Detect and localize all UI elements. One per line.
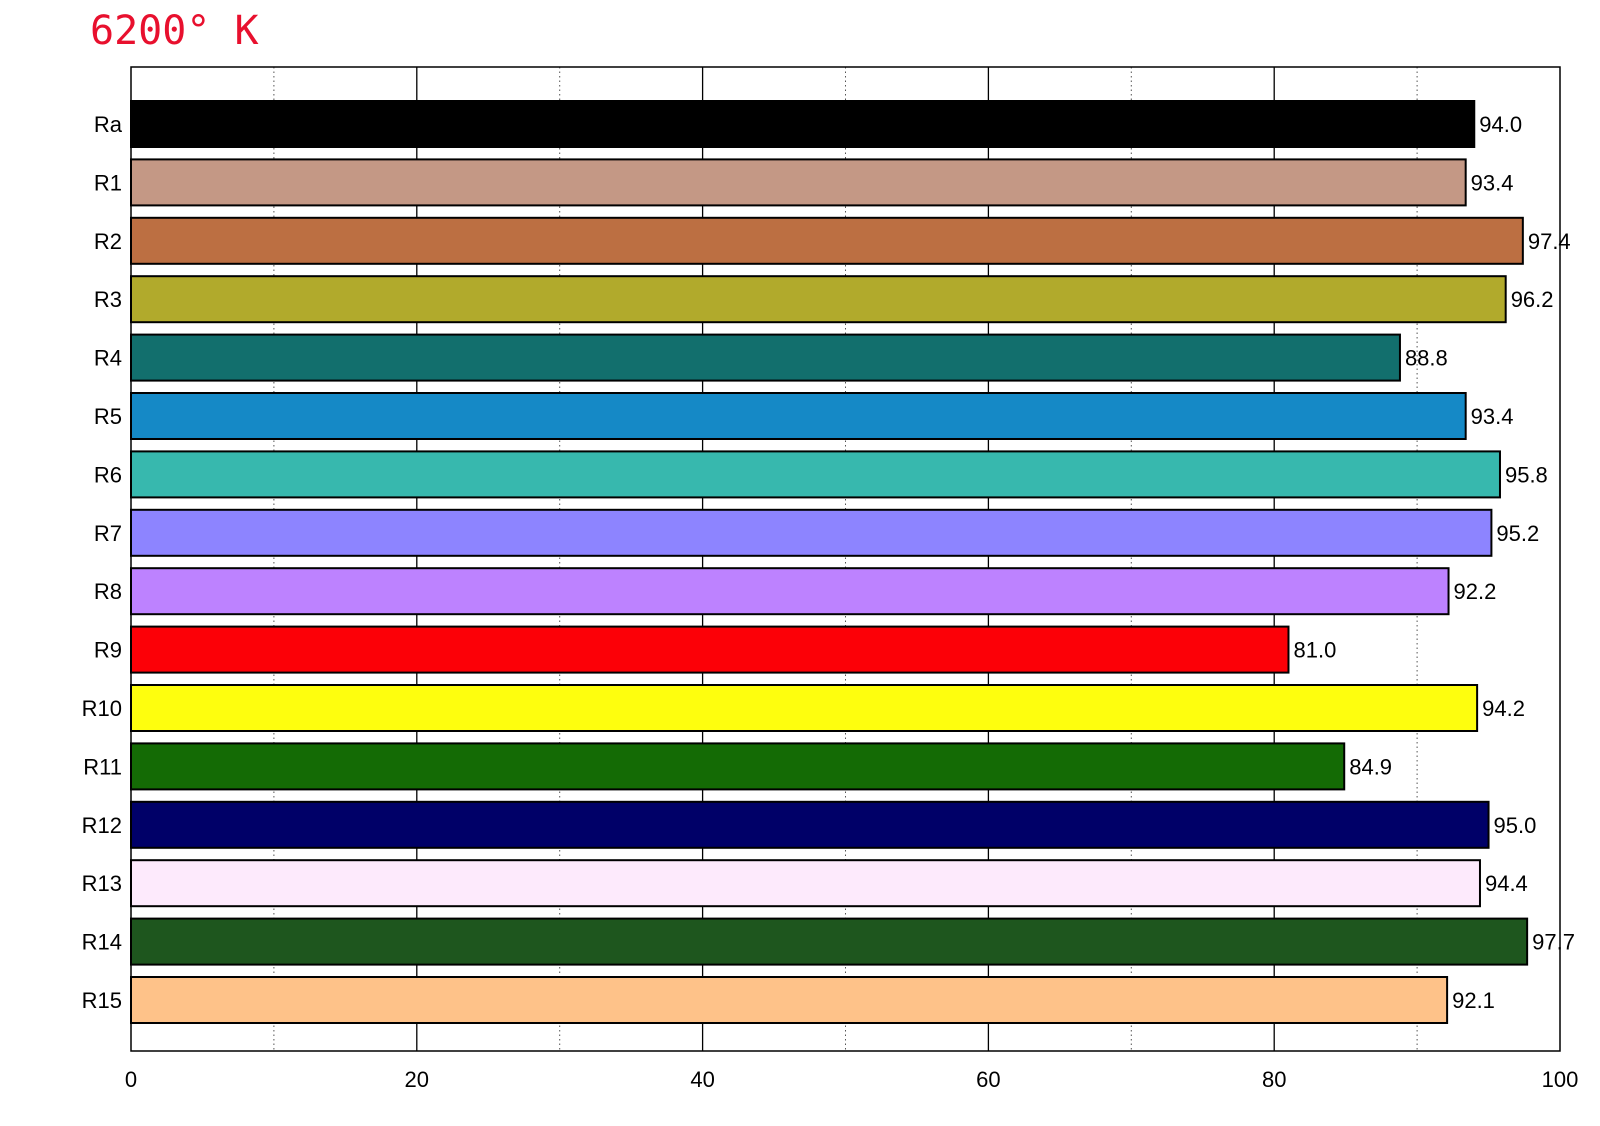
category-label: R10	[82, 696, 122, 721]
category-label: R4	[94, 346, 122, 371]
bar-r2	[130, 216, 1524, 265]
bar-r1	[130, 158, 1467, 207]
value-label: 93.4	[1471, 404, 1514, 429]
bar-ra	[130, 100, 1476, 148]
bar-r8	[130, 567, 1450, 616]
value-label: 88.8	[1405, 346, 1448, 371]
bar-r15	[130, 976, 1449, 1024]
category-label: R13	[82, 871, 122, 896]
value-label: 95.2	[1496, 521, 1539, 546]
bar-r7	[130, 508, 1493, 557]
bar-r3	[130, 275, 1507, 324]
category-label: R15	[82, 988, 122, 1013]
value-label: 84.9	[1349, 754, 1392, 779]
x-tick-label: 80	[1262, 1067, 1286, 1092]
bar-r6	[130, 450, 1501, 499]
bar-r13	[130, 859, 1481, 908]
value-label: 81.0	[1293, 638, 1336, 663]
x-tick-label: 20	[405, 1067, 429, 1092]
category-label: R8	[94, 579, 122, 604]
bar-r9	[130, 625, 1290, 674]
x-tick-label: 100	[1542, 1067, 1579, 1092]
value-label: 96.2	[1511, 287, 1554, 312]
value-label: 92.2	[1454, 579, 1497, 604]
category-label: R6	[94, 462, 122, 487]
category-label: R11	[83, 754, 122, 779]
value-label: 94.2	[1482, 696, 1525, 721]
value-label: 94.4	[1485, 871, 1528, 896]
value-label: 95.8	[1505, 462, 1548, 487]
category-label: R5	[94, 404, 122, 429]
labels-layer: Ra R1 R2 R3 R4 R5 R6 R7 R8 R9 R10 R11 R12 R13 R14 R15 94…	[82, 112, 1579, 1092]
category-label: R3	[94, 287, 122, 312]
x-tick-label: 60	[976, 1067, 1000, 1092]
bar-r5	[130, 392, 1467, 440]
category-label: R1	[94, 170, 122, 195]
value-label: 97.4	[1528, 229, 1571, 254]
category-label: Ra	[94, 112, 123, 137]
bars-layer	[130, 100, 1529, 1024]
bar-r10	[130, 684, 1479, 732]
value-label: 93.4	[1471, 170, 1514, 195]
value-label: 92.1	[1452, 988, 1495, 1013]
chart-title: 6200° K	[90, 8, 259, 54]
x-tick-label: 0	[125, 1067, 137, 1092]
bar-r12	[130, 800, 1490, 849]
bar-r4	[130, 333, 1401, 382]
category-label: R2	[94, 229, 122, 254]
bar-r11	[130, 742, 1346, 791]
bar-r14	[130, 917, 1529, 966]
value-label: 95.0	[1494, 813, 1537, 838]
x-tick-label: 40	[690, 1067, 714, 1092]
value-label: 97.7	[1532, 930, 1575, 955]
category-label: R9	[94, 638, 122, 663]
category-label: R7	[94, 521, 122, 546]
category-label: R14	[82, 930, 122, 955]
plot-frame	[130, 66, 1561, 1052]
category-label: R12	[82, 813, 122, 838]
value-label: 94.0	[1479, 112, 1522, 137]
